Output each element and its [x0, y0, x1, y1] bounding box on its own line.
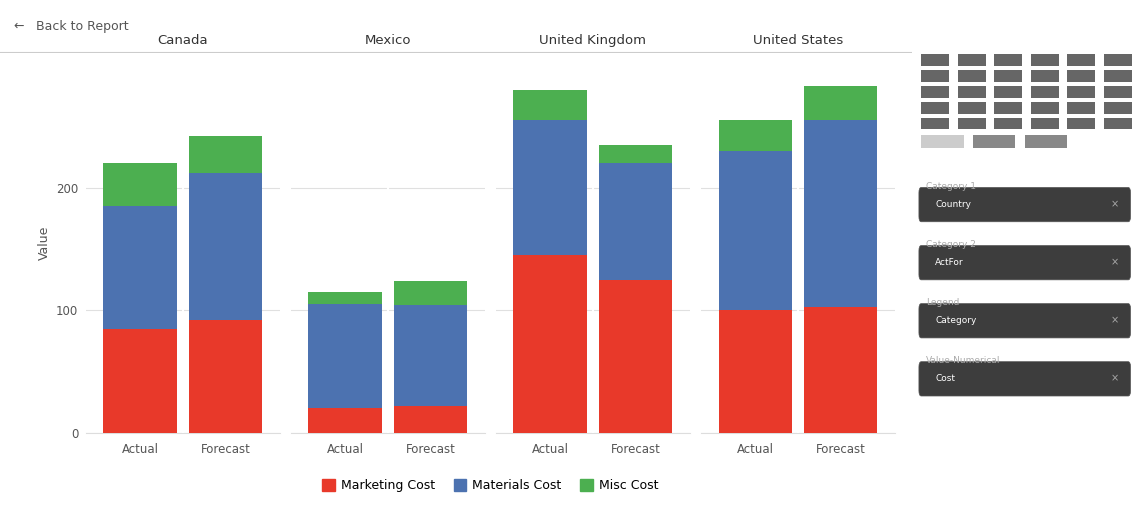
Bar	[1031, 102, 1059, 114]
Bar	[718, 310, 793, 433]
Bar	[188, 173, 263, 320]
Text: >: >	[1119, 21, 1129, 31]
Bar	[599, 280, 672, 433]
Text: FILTERS: FILTERS	[930, 486, 976, 496]
Text: Category 1: Category 1	[926, 182, 976, 191]
Bar	[973, 135, 1015, 148]
Text: ←: ←	[14, 20, 24, 33]
Bar	[921, 102, 950, 114]
Bar	[599, 163, 672, 280]
Bar	[1031, 54, 1059, 66]
Bar	[1103, 70, 1132, 82]
Bar	[1103, 54, 1132, 66]
Bar	[921, 135, 963, 148]
Bar	[994, 118, 1022, 129]
Bar	[994, 102, 1022, 114]
Title: Mexico: Mexico	[365, 34, 411, 48]
Bar	[958, 70, 986, 82]
Bar	[514, 90, 587, 120]
FancyBboxPatch shape	[919, 246, 1131, 280]
Bar	[103, 163, 177, 206]
Text: Back to Report: Back to Report	[37, 20, 130, 33]
Bar	[718, 120, 793, 151]
Bar	[103, 206, 177, 329]
Bar	[1103, 102, 1132, 114]
Bar	[1031, 86, 1059, 98]
Text: Cost: Cost	[936, 374, 955, 383]
Bar	[994, 70, 1022, 82]
Bar	[958, 86, 986, 98]
Bar	[1103, 86, 1132, 98]
Text: ×: ×	[1110, 200, 1118, 209]
Bar	[1067, 102, 1095, 114]
Text: VISUALIZATIONS: VISUALIZATIONS	[930, 21, 1028, 31]
Y-axis label: Value: Value	[38, 225, 50, 260]
Bar	[1103, 118, 1132, 129]
FancyBboxPatch shape	[919, 304, 1131, 338]
Bar	[921, 86, 950, 98]
Bar	[103, 329, 177, 433]
Bar	[309, 292, 382, 304]
Legend: Marketing Cost, Materials Cost, Misc Cost: Marketing Cost, Materials Cost, Misc Cos…	[317, 474, 664, 497]
FancyBboxPatch shape	[919, 362, 1131, 396]
Bar	[1067, 86, 1095, 98]
Bar	[188, 320, 263, 433]
Text: Category: Category	[936, 316, 977, 325]
Bar	[514, 255, 587, 433]
Bar	[514, 120, 587, 255]
Bar	[393, 305, 467, 406]
Text: Country: Country	[936, 200, 972, 209]
Bar	[1031, 118, 1059, 129]
Title: United Kingdom: United Kingdom	[539, 34, 647, 48]
Bar	[188, 136, 263, 173]
Bar	[921, 118, 950, 129]
Bar	[1067, 54, 1095, 66]
Bar	[921, 54, 950, 66]
Bar	[393, 281, 467, 305]
Title: United States: United States	[752, 34, 843, 48]
Bar	[958, 54, 986, 66]
Bar	[599, 145, 672, 163]
Bar	[1031, 70, 1059, 82]
Bar	[309, 409, 382, 433]
Bar	[1024, 135, 1067, 148]
Bar	[309, 304, 382, 409]
FancyBboxPatch shape	[919, 187, 1131, 222]
Text: ×: ×	[1110, 258, 1118, 267]
Bar	[804, 307, 877, 433]
Bar	[994, 86, 1022, 98]
Text: ×: ×	[1110, 374, 1118, 383]
Bar	[1067, 118, 1095, 129]
Text: ActFor: ActFor	[936, 258, 963, 267]
Text: Legend: Legend	[926, 298, 959, 307]
Bar	[393, 406, 467, 433]
Bar	[958, 118, 986, 129]
Bar	[958, 102, 986, 114]
Bar	[804, 120, 877, 307]
Bar	[921, 70, 950, 82]
Bar	[804, 86, 877, 120]
Bar	[1067, 70, 1095, 82]
Title: Canada: Canada	[157, 34, 208, 48]
Bar	[718, 151, 793, 310]
Bar	[994, 54, 1022, 66]
Text: Value-Numerical: Value-Numerical	[926, 356, 1000, 365]
Text: Category 2: Category 2	[926, 240, 976, 249]
Text: ×: ×	[1110, 316, 1118, 325]
